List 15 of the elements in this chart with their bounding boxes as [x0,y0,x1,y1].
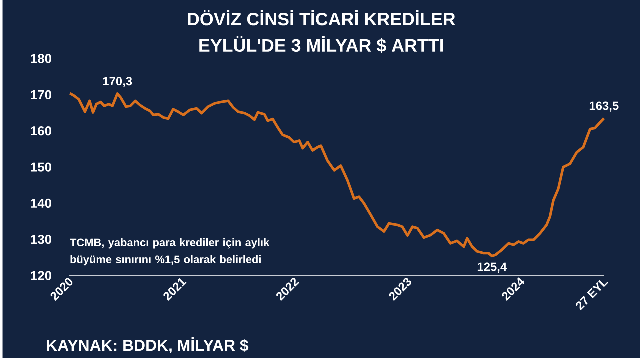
annotation: 170,3 [103,76,132,88]
text: KAYNAK: BDDK, MİLYAR $ [47,337,249,354]
annotation: 163,5 [590,102,619,112]
annotation: 125,4 [478,262,508,273]
y-tick-label: 140 [31,198,52,208]
chart-subtitle: EYLÜL'DE 3 MİLYAR $ ARTTI [200,36,444,53]
y-tick-label: 170 [31,90,52,100]
chart-title: DÖVİZ CİNSİ TİCARİ KREDİLER [188,10,456,26]
x-tick-label: 27 EYL [576,280,609,310]
y-tick-label: 180 [31,54,52,64]
annotation: TCMB, yabancı para krediler için aylık büyüme sınırını %1,5 olarak belirledi [70,238,270,266]
y-tick-label: 120 [31,270,52,280]
y-tick-label: 160 [31,126,52,136]
y-tick-label: 150 [31,162,52,172]
y-tick-label: 130 [31,234,52,244]
